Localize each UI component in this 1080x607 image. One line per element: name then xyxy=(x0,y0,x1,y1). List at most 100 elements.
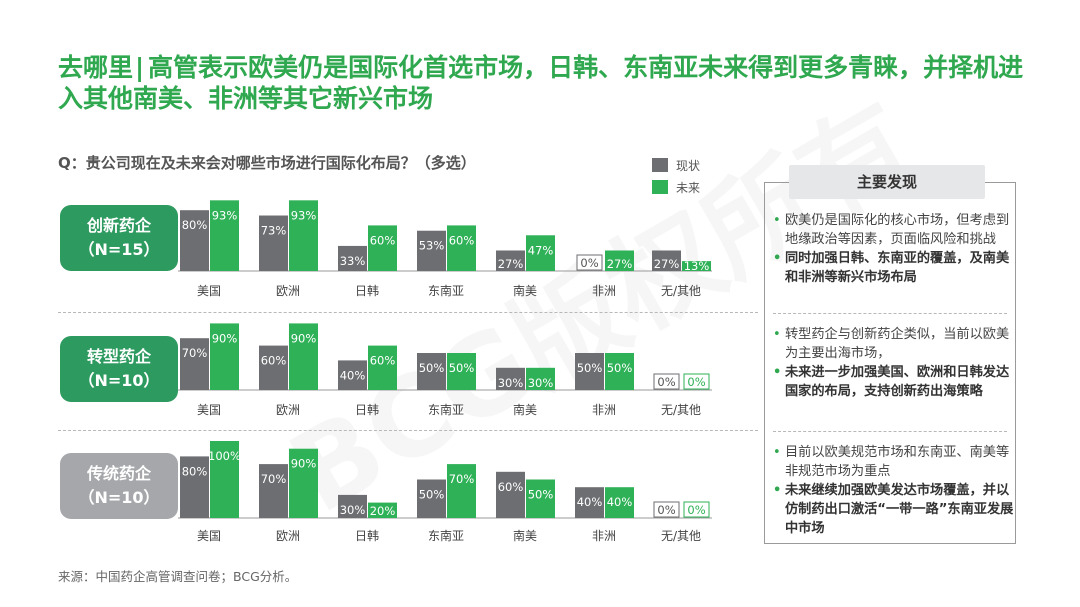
category-label: 南美 xyxy=(513,283,537,298)
bar-chart: 80% 93% 美国 73% 93% 欧洲 33% 60% 日韩 53% 60% 东南亚 27% 47% 南… xyxy=(178,200,712,543)
bar-future xyxy=(289,323,318,390)
segment-pill-transition: 转型药企 （N=10） xyxy=(60,336,178,402)
legend-item-current: 现状 xyxy=(652,154,700,176)
bar-future xyxy=(289,448,318,518)
bar-current xyxy=(417,353,446,390)
category-label: 东南亚 xyxy=(428,283,464,298)
bar-future xyxy=(210,441,239,518)
legend-label-future: 未来 xyxy=(676,180,701,195)
source-note: 来源：中国药企高管调查问卷；BCG分析。 xyxy=(58,569,298,584)
bar-future xyxy=(526,479,555,518)
category-label: 美国 xyxy=(197,529,221,543)
segment-n: （N=15） xyxy=(78,240,160,259)
category-label: 欧洲 xyxy=(276,529,300,543)
bar-current xyxy=(338,494,367,518)
zero-value-box xyxy=(653,501,680,518)
category-label: 非洲 xyxy=(592,529,616,543)
bar-future xyxy=(526,367,555,390)
segment-name: 传统药企 xyxy=(86,464,151,483)
bar-current xyxy=(417,479,446,518)
title-lead: 去哪里 xyxy=(58,53,134,82)
bar-current xyxy=(180,210,209,271)
bar-future xyxy=(368,225,397,271)
bullet-icon: • xyxy=(773,251,782,266)
category-label: 无/其他 xyxy=(661,529,701,543)
segment-n: （N=10） xyxy=(78,371,160,390)
bullet-icon: • xyxy=(773,483,782,498)
data-label: 50% xyxy=(449,361,475,375)
data-label: 40% xyxy=(577,495,603,509)
category-label: 无/其他 xyxy=(661,284,701,298)
legend-swatch-future xyxy=(652,180,668,194)
data-label: 60% xyxy=(370,354,396,368)
key-findings-panel: 主要发现 • 欧美仍是国际化的核心市场，但考虑到地缘政治等因素，页面临风险和挑战 … xyxy=(764,165,1016,544)
bar-future xyxy=(447,225,476,271)
data-label: 0% xyxy=(687,503,705,517)
data-label: 50% xyxy=(419,488,445,502)
page-title: 去哪里| 高管表示欧美仍是国际化首选市场，日韩、东南亚未来得到更多青睐，并择机进入… xyxy=(58,52,1048,114)
bullet-icon: • xyxy=(773,365,782,380)
segment-pill-innovative: 创新药企 （N=15） xyxy=(60,205,178,271)
data-label: 53% xyxy=(419,239,445,253)
data-label: 80% xyxy=(182,218,208,232)
bar-future xyxy=(526,235,555,271)
data-label: 93% xyxy=(212,208,238,222)
data-label: 40% xyxy=(607,495,633,509)
data-label: 90% xyxy=(291,457,317,471)
data-label: 27% xyxy=(498,257,524,271)
bar-current xyxy=(180,338,209,390)
finding-item: • 未来进一步加强美国、欧洲和日韩发达国家的布局，支持创新药出海策略 xyxy=(773,365,1010,399)
zero-value-box xyxy=(683,501,710,518)
data-label: 50% xyxy=(607,361,633,375)
findings-block-innovative: • 欧美仍是国际化的核心市场，但考虑到地缘政治等因素，页面临风险和挑战 • 同时加强… xyxy=(773,211,1015,287)
category-label: 美国 xyxy=(197,284,221,298)
category-label: 欧洲 xyxy=(276,403,300,417)
bar-current xyxy=(417,230,446,271)
findings-block-transition: • 转型药企与创新药企类似，当前以欧美为主要出海市场， • 未来进一步加强美国、欧洲… xyxy=(773,325,1015,401)
segment-name: 创新药企 xyxy=(86,216,151,235)
bullet-icon: • xyxy=(773,327,781,342)
bar-future xyxy=(605,250,634,271)
bar-future xyxy=(605,353,634,390)
data-label: 30% xyxy=(340,503,366,517)
bar-current xyxy=(496,471,525,518)
zero-value-box xyxy=(683,373,710,390)
bar-current xyxy=(180,456,209,518)
title-separator: | xyxy=(135,53,145,82)
data-label: 73% xyxy=(261,224,287,238)
data-label: 0% xyxy=(657,503,675,517)
legend: 现状 未来 xyxy=(652,154,700,198)
bar-future xyxy=(682,261,711,271)
title-text: 高管表示欧美仍是国际化首选市场，日韩、东南亚未来得到更多青睐，并择机进入其他南美… xyxy=(58,53,1024,113)
bar-current xyxy=(496,367,525,390)
bar-future xyxy=(210,323,239,390)
data-label: 70% xyxy=(261,472,287,486)
segment-divider xyxy=(58,312,758,313)
category-label: 无/其他 xyxy=(661,403,701,417)
data-label: 90% xyxy=(212,331,238,345)
data-label: 100% xyxy=(208,449,241,463)
bar-current xyxy=(338,360,367,390)
findings-divider xyxy=(773,431,1007,432)
data-label: 80% xyxy=(182,464,208,478)
legend-label-current: 现状 xyxy=(676,158,701,173)
data-label: 50% xyxy=(528,488,554,502)
segment-name: 转型药企 xyxy=(86,347,151,366)
category-label: 美国 xyxy=(197,403,221,417)
data-label: 13% xyxy=(684,259,710,273)
data-label: 70% xyxy=(449,472,475,486)
data-label: 27% xyxy=(607,257,633,271)
survey-question: Q：贵公司现在及未来会对哪些市场进行国际化布局？（多选） xyxy=(58,154,476,172)
bar-current xyxy=(259,464,288,518)
category-label: 东南亚 xyxy=(428,528,464,543)
data-label: 47% xyxy=(528,243,554,257)
bar-current xyxy=(259,345,288,390)
data-label: 30% xyxy=(528,376,554,390)
legend-item-future: 未来 xyxy=(652,176,700,198)
bullet-icon: • xyxy=(773,213,781,228)
bar-future xyxy=(368,502,397,518)
data-label: 60% xyxy=(370,233,396,247)
category-label: 南美 xyxy=(513,402,537,417)
data-label: 33% xyxy=(340,254,366,268)
finding-item: • 同时加强日韩、东南亚的覆盖，及南美和非洲等新兴市场布局 xyxy=(773,251,1010,285)
